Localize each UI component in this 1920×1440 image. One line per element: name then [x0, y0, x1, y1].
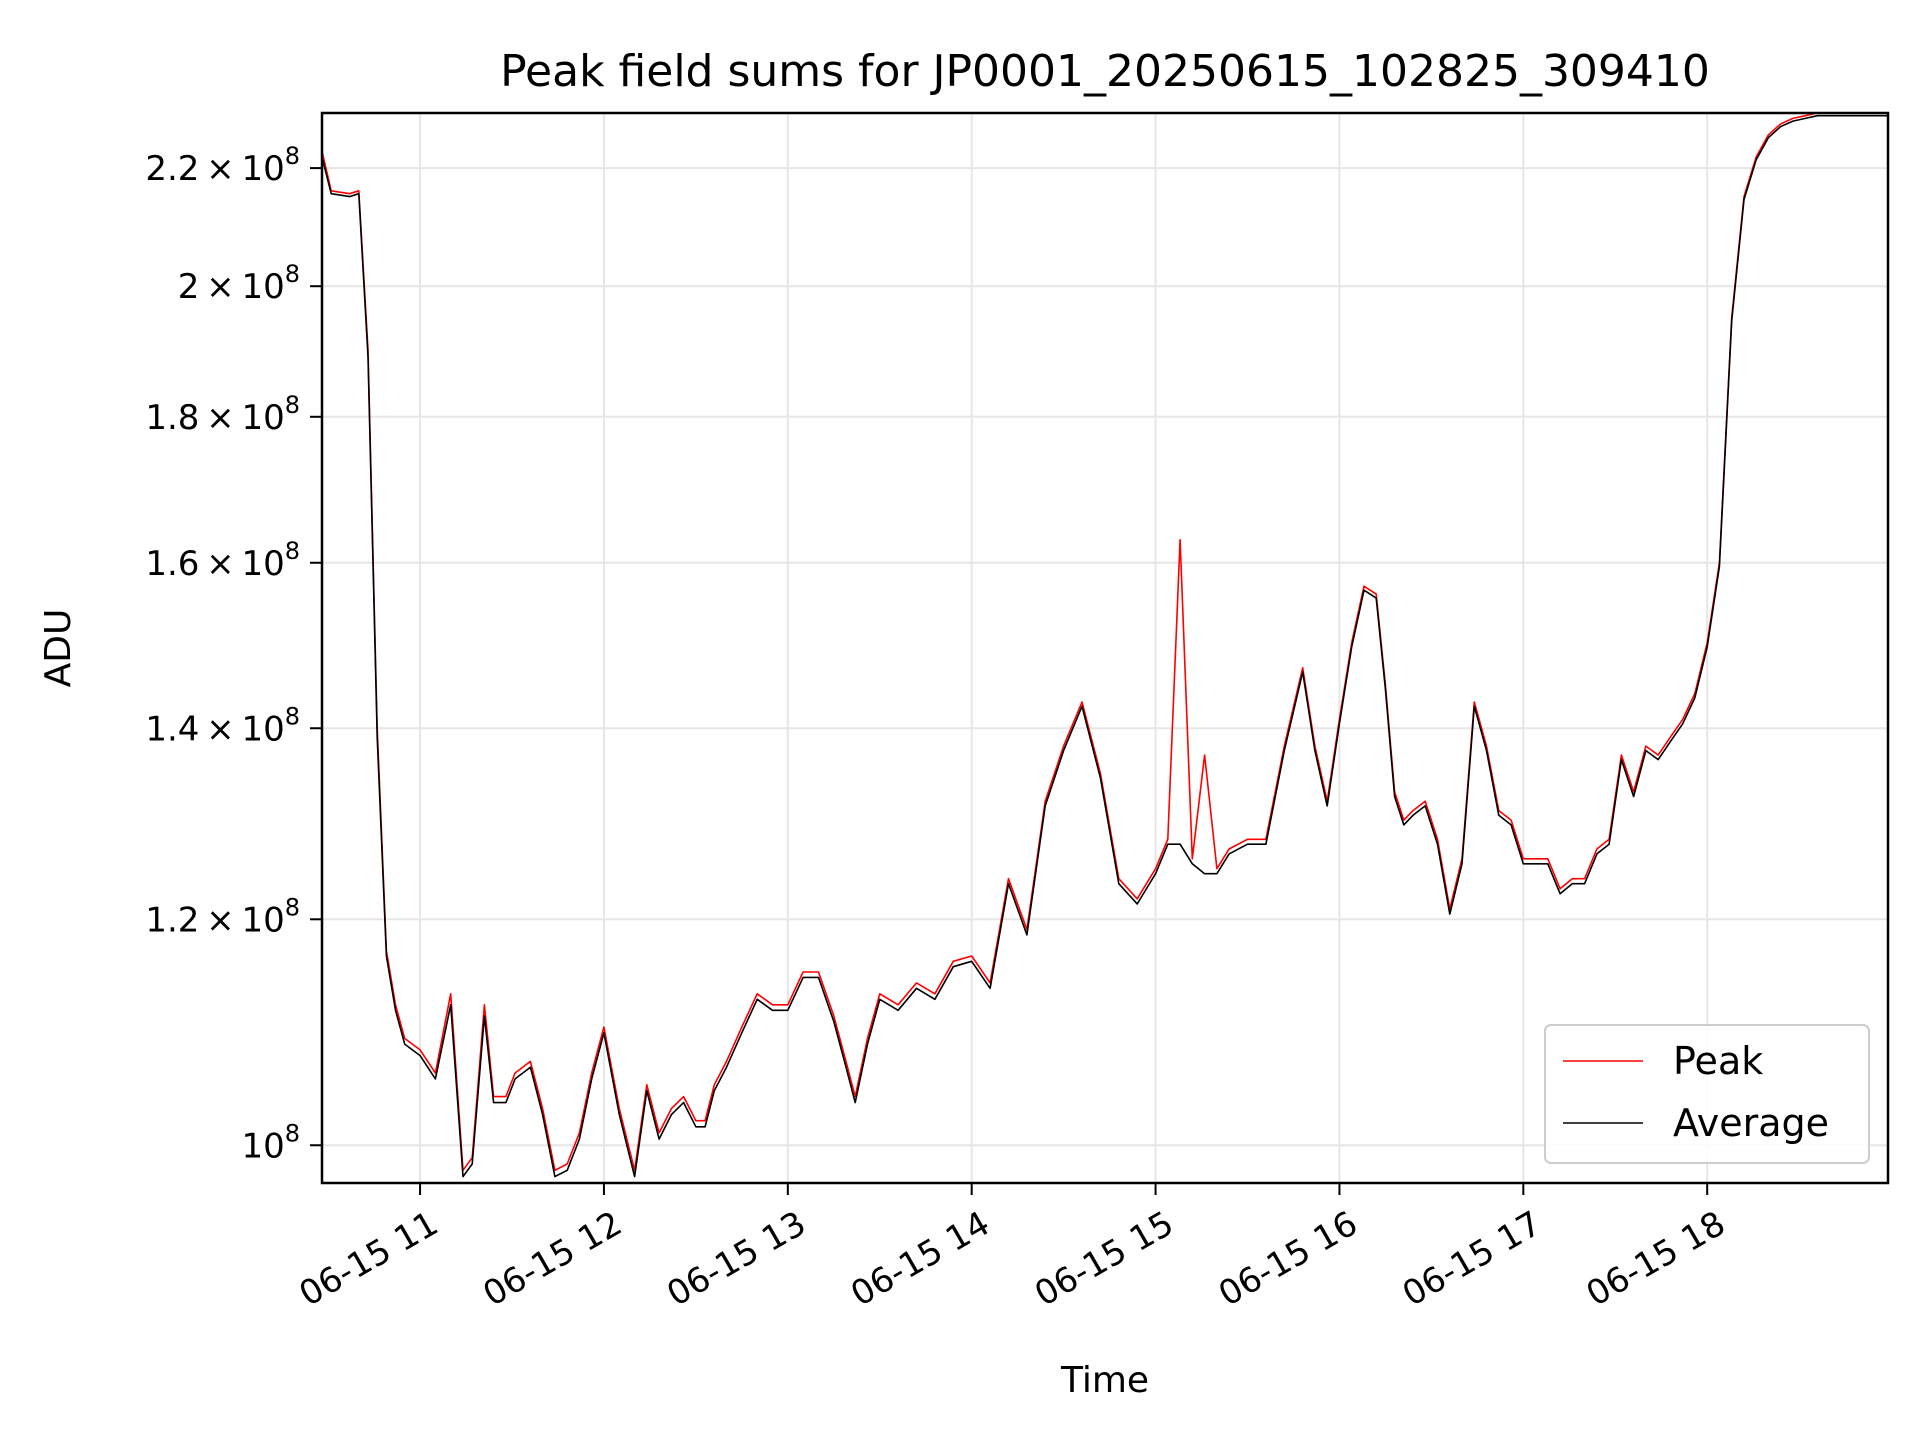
x-tick-label: 06-15 11	[293, 1204, 445, 1315]
series-line-peak	[321, 112, 1888, 1172]
x-tick-label: 06-15 15	[1028, 1204, 1180, 1315]
x-tick-label: 06-15 13	[660, 1204, 812, 1315]
gridlines	[322, 113, 1888, 1183]
y-axis-label: ADU	[38, 609, 79, 688]
x-tick-label: 06-15 17	[1396, 1204, 1548, 1315]
legend-label-average: Average	[1673, 1101, 1829, 1145]
series-line-average	[321, 114, 1888, 1178]
x-tick-label: 06-15 12	[476, 1204, 628, 1315]
series-lines	[321, 112, 1888, 1178]
y-tick-label: 1.2 × 108	[145, 893, 300, 940]
legend: Peak Average	[1544, 1024, 1870, 1164]
legend-box	[1544, 1024, 1870, 1164]
chart-title: Peak field sums for JP0001_20250615_1028…	[500, 46, 1710, 97]
y-tick-label: 2.2 × 108	[145, 142, 300, 189]
y-tick-label: 1.6 × 108	[145, 537, 300, 584]
x-tick-label: 06-15 14	[844, 1204, 996, 1315]
x-axis-ticks: 06-15 11 06-15 12 06-15 13 06-15 14 06-15 15…	[293, 1183, 1732, 1315]
y-tick-label: 1.8 × 108	[145, 391, 300, 438]
x-tick-label: 06-15 18	[1580, 1204, 1732, 1315]
plot-frame	[320, 111, 1890, 1185]
y-axis-ticks: 108 1.2 × 108 1.4 × 108 1.6 × 108 1.8 × 108 2…	[145, 142, 322, 1166]
y-tick-label: 108	[241, 1119, 300, 1166]
x-tick-label: 06-15 16	[1212, 1204, 1364, 1315]
y-tick-label: 1.4 × 108	[145, 702, 300, 749]
y-tick-label: 2 × 108	[178, 260, 300, 307]
legend-label-peak: Peak	[1673, 1039, 1763, 1083]
x-axis-label: Time	[1060, 1360, 1149, 1401]
